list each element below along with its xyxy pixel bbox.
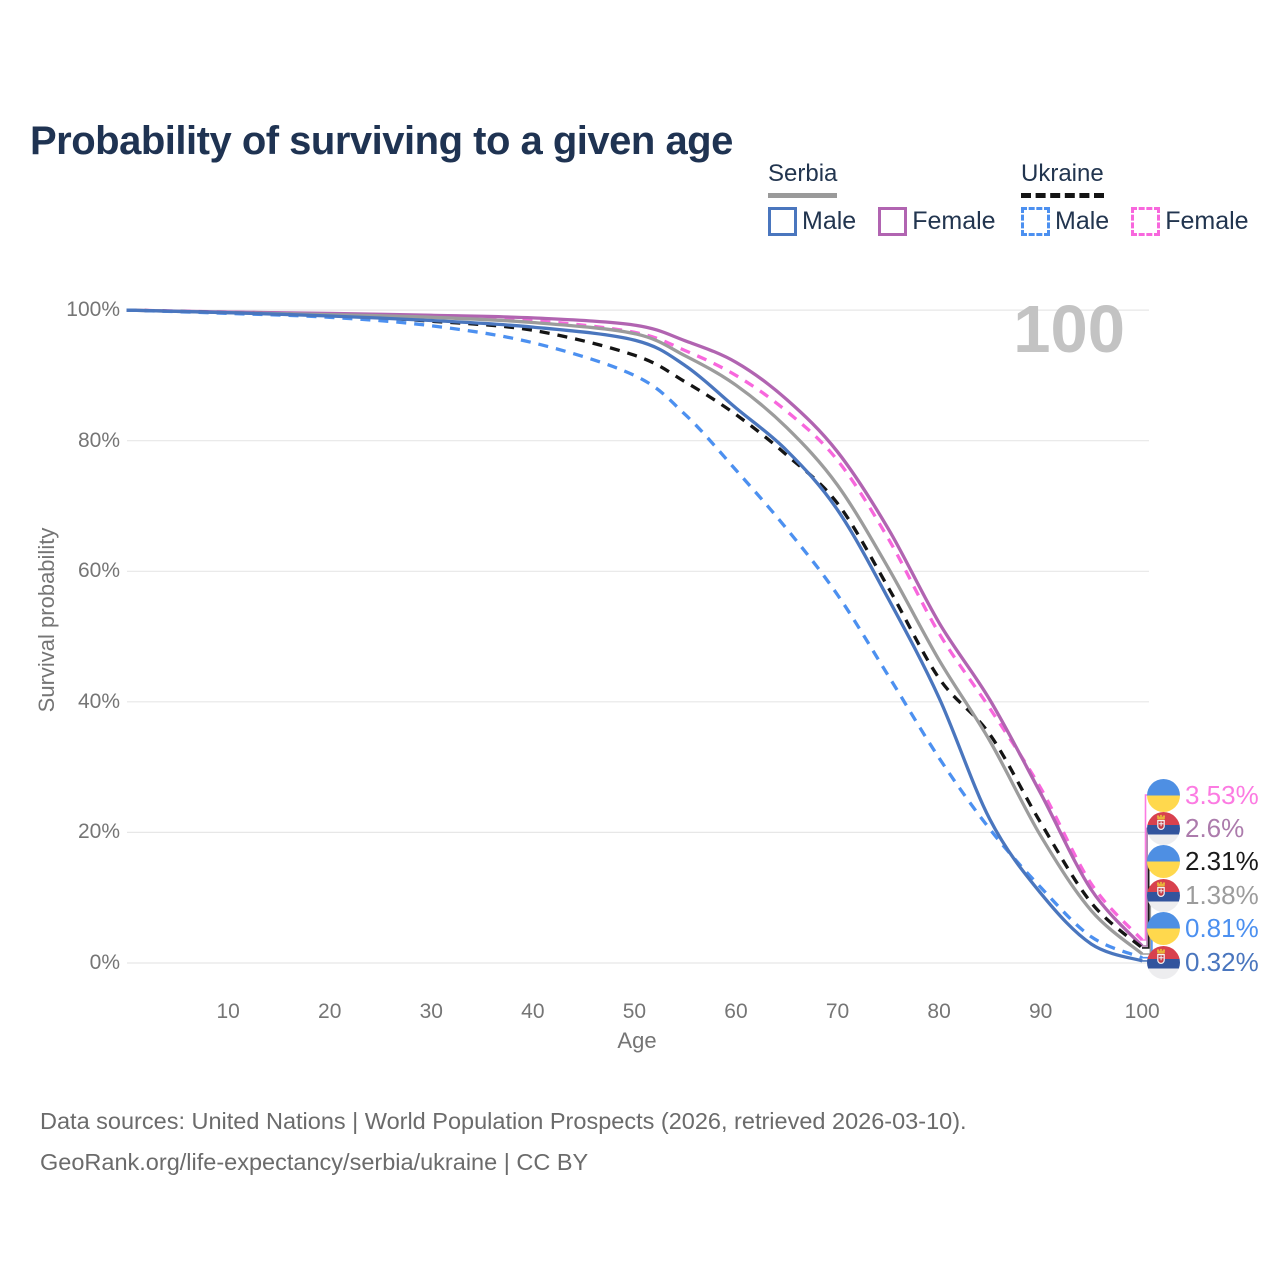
- x-tick-40: 40: [521, 1000, 545, 1023]
- ukraine-flag-icon: [1147, 845, 1180, 879]
- serbia-female-swatch-icon: [878, 207, 908, 236]
- serbia-male-swatch-icon: [768, 207, 797, 236]
- ukraine-flag-icon: [1147, 778, 1180, 812]
- x-tick-70: 70: [825, 1000, 850, 1023]
- ukraine-female-swatch-icon: [1131, 207, 1161, 236]
- y-tick-80%: 80%: [77, 428, 120, 452]
- legend-item-label: Female: [1165, 207, 1249, 235]
- x-tick-100: 100: [1124, 1000, 1160, 1023]
- end-label-value: 2.6%: [1185, 812, 1245, 843]
- curve-serbia-both-sexes[interactable]: [126, 308, 1144, 956]
- end-label-ukraine-male: 0.81%: [1147, 912, 1259, 946]
- legend-group-ukraine: Ukraine Male Female: [1021, 160, 1249, 236]
- x-tick-10: 10: [216, 1000, 240, 1023]
- end-label-serbia-both-sexes: 1.38%: [1147, 878, 1259, 912]
- legend-item-ukraine-male[interactable]: Male: [1021, 207, 1109, 236]
- y-tick-0%: 0%: [89, 951, 120, 974]
- ukraine-male-swatch-icon: [1021, 207, 1050, 236]
- legend-item-label: Male: [1055, 207, 1110, 235]
- serbia-flag-icon: [1147, 878, 1180, 912]
- legend-country-serbia: Serbia: [768, 160, 838, 198]
- y-tick-100%: 100%: [66, 298, 120, 322]
- end-label-ukraine-both-sexes: 2.31%: [1147, 845, 1259, 879]
- x-tick-90: 90: [1028, 1000, 1053, 1023]
- end-label-value: 0.81%: [1185, 913, 1259, 944]
- serbia-flag-icon: [1147, 811, 1180, 845]
- end-label-ukraine-female: 3.53%: [1147, 778, 1259, 812]
- x-tick-50: 50: [622, 1000, 647, 1023]
- y-tick-20%: 20%: [77, 820, 120, 844]
- page-title: Probability of surviving to a given age: [30, 118, 733, 163]
- curve-serbia-female[interactable]: [126, 308, 1144, 948]
- x-tick-60: 60: [724, 1000, 748, 1023]
- legend-country-ukraine: Ukraine: [1021, 160, 1104, 198]
- curve-ukraine-both-sexes[interactable]: [126, 308, 1144, 950]
- serbia-flag-icon: [1147, 945, 1180, 979]
- data-source-note: Data sources: United Nations | World Pop…: [40, 1108, 967, 1134]
- curve-ukraine-female[interactable]: [126, 308, 1144, 942]
- legend-item-serbia-male[interactable]: Male: [768, 207, 856, 236]
- x-tick-20: 20: [318, 1000, 342, 1023]
- curve-serbia-male[interactable]: [126, 308, 1143, 963]
- x-axis-title: Age: [617, 1028, 657, 1053]
- end-label-serbia-female: 2.6%: [1147, 811, 1245, 845]
- attribution-note: GeoRank.org/life-expectancy/serbia/ukrai…: [40, 1149, 589, 1175]
- legend-item-ukraine-female[interactable]: Female: [1131, 207, 1249, 236]
- x-tick-30: 30: [419, 1000, 443, 1023]
- hovered-age-indicator: 100: [1013, 292, 1125, 367]
- end-label-serbia-male: 0.32%: [1147, 945, 1259, 979]
- end-label-value: 0.32%: [1185, 946, 1259, 977]
- legend-item-serbia-female[interactable]: Female: [878, 207, 996, 236]
- end-label-value: 1.38%: [1185, 879, 1259, 910]
- curve-ukraine-male[interactable]: [126, 308, 1143, 960]
- end-label-value: 3.53%: [1185, 779, 1259, 810]
- legend-item-label: Female: [912, 207, 996, 235]
- legend-item-label: Male: [802, 207, 857, 235]
- y-axis-title: Survival probability: [34, 527, 59, 713]
- end-label-value: 2.31%: [1185, 846, 1259, 877]
- y-tick-60%: 60%: [77, 559, 120, 583]
- ukraine-flag-icon: [1147, 912, 1180, 946]
- legend-group-serbia: Serbia Male Female: [768, 160, 996, 236]
- y-tick-40%: 40%: [77, 689, 120, 713]
- x-tick-80: 80: [927, 1000, 951, 1023]
